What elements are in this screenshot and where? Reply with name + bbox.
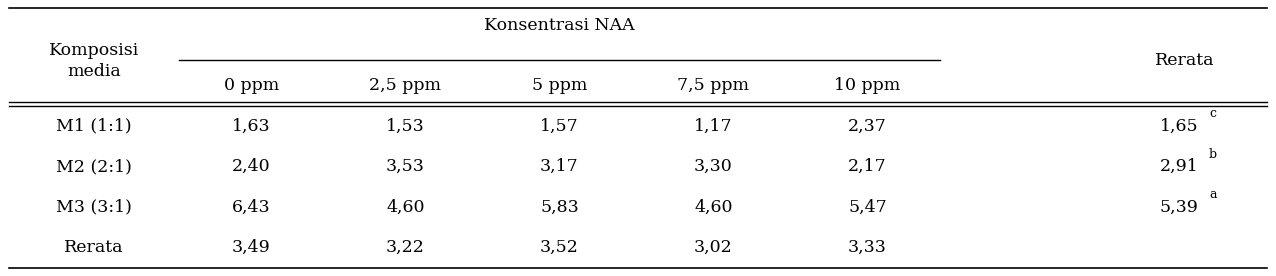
Text: 2,37: 2,37 — [849, 117, 887, 134]
Text: 4,60: 4,60 — [387, 198, 425, 216]
Text: 7,5 ppm: 7,5 ppm — [678, 77, 749, 94]
Text: 3,22: 3,22 — [385, 239, 425, 256]
Text: 5,47: 5,47 — [849, 198, 887, 216]
Text: a: a — [1210, 188, 1217, 201]
Text: 2,5 ppm: 2,5 ppm — [369, 77, 441, 94]
Text: Komposisi
media: Komposisi media — [48, 42, 139, 80]
Text: b: b — [1208, 148, 1217, 161]
Text: 1,65: 1,65 — [1160, 117, 1198, 134]
Text: 2,40: 2,40 — [232, 158, 271, 175]
Text: 1,53: 1,53 — [385, 117, 425, 134]
Text: 10 ppm: 10 ppm — [835, 77, 901, 94]
Text: 3,30: 3,30 — [694, 158, 732, 175]
Text: Rerata: Rerata — [64, 239, 124, 256]
Text: M1 (1:1): M1 (1:1) — [56, 117, 131, 134]
Text: 3,53: 3,53 — [385, 158, 425, 175]
Text: 5,39: 5,39 — [1160, 198, 1198, 216]
Text: 3,17: 3,17 — [540, 158, 579, 175]
Text: 2,17: 2,17 — [849, 158, 887, 175]
Text: 1,17: 1,17 — [694, 117, 732, 134]
Text: 3,52: 3,52 — [540, 239, 579, 256]
Text: 4,60: 4,60 — [694, 198, 732, 216]
Text: 6,43: 6,43 — [232, 198, 271, 216]
Text: 0 ppm: 0 ppm — [223, 77, 279, 94]
Text: M3 (3:1): M3 (3:1) — [56, 198, 131, 216]
Text: 3,49: 3,49 — [232, 239, 271, 256]
Text: 1,63: 1,63 — [232, 117, 271, 134]
Text: Rerata: Rerata — [1155, 52, 1215, 70]
Text: 3,02: 3,02 — [694, 239, 732, 256]
Text: 2,91: 2,91 — [1160, 158, 1198, 175]
Text: 3,33: 3,33 — [849, 239, 887, 256]
Text: 5 ppm: 5 ppm — [532, 77, 587, 94]
Text: M2 (2:1): M2 (2:1) — [56, 158, 131, 175]
Text: Konsentrasi NAA: Konsentrasi NAA — [484, 17, 634, 34]
Text: 1,57: 1,57 — [540, 117, 579, 134]
Text: 5,83: 5,83 — [540, 198, 579, 216]
Text: c: c — [1210, 107, 1216, 120]
